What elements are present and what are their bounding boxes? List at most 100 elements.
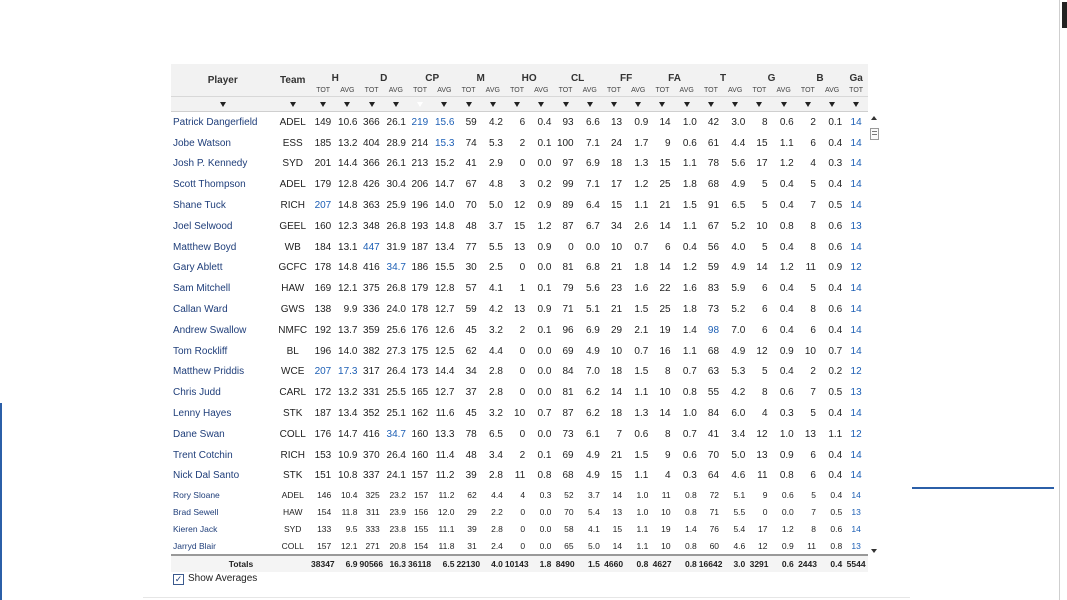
filter-arrow-icon[interactable] [465,101,472,107]
table-row[interactable]: Sam Mitchell HAW 169 12.1 375 26.8 179 12.8 57 4.… [171,278,868,299]
filter-arrow-icon[interactable] [368,101,375,107]
table-row[interactable]: Shane Tuck RICH 207 14.8 363 25.9 196 14.0 70 5.0… [171,195,868,216]
scroll-down-arrow-icon[interactable] [871,549,877,553]
vertical-scrollbar[interactable] [869,116,879,553]
col-header-m[interactable]: M [456,64,505,84]
filter-arrow-icon[interactable] [707,101,714,107]
filter-arrow-icon[interactable] [780,101,787,107]
table-row[interactable]: Kieren Jack SYD 133 9.5 333 23.8 155 11.1 39 2.8 0… [171,520,868,537]
col-header-g[interactable]: G [747,64,796,84]
filter-arrow-icon[interactable] [610,101,617,107]
table-row[interactable]: Patrick Dangerfield ADEL 149 10.6 366 26.1 219… [171,112,868,133]
table-row[interactable]: Matthew Boyd WB 184 13.1 447 31.9 187 13.4 77 5.5… [171,237,868,258]
column-filter[interactable] [626,96,651,112]
column-filter[interactable] [747,96,772,112]
column-filter[interactable] [553,96,578,112]
filter-arrow-icon[interactable] [659,101,666,107]
table-row[interactable]: Andrew Swallow NMFC 192 13.7 359 25.6 176 12.6 4… [171,320,868,341]
table-row[interactable]: Jarryd Blair COLL 157 12.1 271 20.8 154 11.8 31 2… [171,537,868,555]
filter-arrow-icon[interactable] [853,101,860,107]
filter-arrow-icon[interactable] [289,101,296,107]
column-filter[interactable] [577,96,602,112]
player-name-link[interactable]: Chris Judd [173,387,221,399]
col-header-b[interactable]: B [795,64,845,84]
scroll-grip-icon[interactable] [870,128,879,140]
column-filter[interactable] [480,96,505,112]
player-name-link[interactable]: Gary Ablett [173,262,223,274]
player-name-link[interactable]: Brad Sewell [173,506,219,517]
table-row[interactable]: Lenny Hayes STK 187 13.4 352 25.1 162 11.6 45 3.2… [171,403,868,424]
player-name-link[interactable]: Callan Ward [173,304,228,316]
table-row[interactable]: Nick Dal Santo STK 151 10.8 337 24.1 157 11.2 39… [171,466,868,487]
player-name-link[interactable]: Nick Dal Santo [173,470,240,482]
column-filter[interactable] [650,96,675,112]
player-name-link[interactable]: Patrick Dangerfield [173,116,258,128]
filter-arrow-icon[interactable] [586,101,593,107]
col-header-cl[interactable]: CL [553,64,602,84]
filter-arrow-icon[interactable] [489,101,496,107]
filter-arrow-icon[interactable] [514,101,521,107]
table-row[interactable]: Chris Judd CARL 172 13.2 331 25.5 165 12.7 37 2.8… [171,382,868,403]
filter-arrow-icon[interactable] [320,101,327,107]
table-row[interactable]: Brad Sewell HAW 154 11.8 311 23.9 156 12.0 29 2.2… [171,503,868,520]
player-name-link[interactable]: Kieren Jack [173,523,218,534]
filter-arrow-icon[interactable] [219,101,226,107]
table-row[interactable]: Jobe Watson ESS 185 13.2 404 28.9 214 15.3 74 5.3… [171,133,868,154]
column-filter[interactable] [529,96,554,112]
column-filter[interactable] [335,96,360,112]
player-name-link[interactable]: Rory Sloane [173,489,220,500]
filter-arrow-icon[interactable] [538,101,545,107]
column-filter[interactable] [274,96,312,112]
column-filter[interactable] [601,96,627,112]
filter-arrow-icon[interactable] [635,101,642,107]
column-filter[interactable] [456,96,481,112]
col-header-h[interactable]: H [311,64,360,84]
table-row[interactable]: Rory Sloane ADEL 146 10.4 325 23.2 157 11.2 62 4.… [171,486,868,503]
column-filter[interactable] [723,96,748,112]
filter-arrow-icon[interactable] [344,101,351,107]
player-name-link[interactable]: Matthew Boyd [173,241,237,253]
player-name-link[interactable]: Dane Swan [173,428,225,440]
table-row[interactable]: Scott Thompson ADEL 179 12.8 426 30.4 206 14.7 6… [171,174,868,195]
col-header-cp[interactable]: CP [407,64,457,84]
filter-arrow-icon[interactable] [804,101,811,107]
column-filter[interactable] [311,96,336,112]
col-header-team[interactable]: Team [274,64,312,97]
filter-arrow-icon[interactable] [441,101,448,107]
player-name-link[interactable]: Lenny Hayes [173,408,232,420]
player-name-link[interactable]: Shane Tuck [173,200,226,212]
column-filter[interactable] [819,96,845,112]
player-name-link[interactable]: Jobe Watson [173,137,231,149]
col-header-d[interactable]: D [359,64,408,84]
column-filter[interactable] [432,96,457,112]
filter-arrow-icon[interactable] [562,101,569,107]
filter-arrow-icon[interactable] [392,101,399,107]
column-filter[interactable] [771,96,796,112]
filter-arrow-icon[interactable] [732,101,739,107]
column-filter[interactable] [407,96,433,112]
col-header-ga[interactable]: Ga [844,64,868,84]
player-name-link[interactable]: Joel Selwood [173,220,233,232]
table-row[interactable]: Gary Ablett GCFC 178 14.8 416 34.7 186 15.5 30 2.… [171,258,868,279]
table-row[interactable]: Trent Cotchin RICH 153 10.9 370 26.4 160 11.4 48… [171,445,868,466]
column-filter[interactable] [698,96,724,112]
player-name-link[interactable]: Matthew Priddis [173,366,245,378]
show-averages-toggle[interactable]: ✓ Show Averages [173,573,257,587]
player-name-link[interactable]: Sam Mitchell [173,283,231,295]
table-row[interactable]: Callan Ward GWS 138 9.9 336 24.0 178 12.7 59 4.2 1… [171,299,868,320]
filter-arrow-icon[interactable] [417,101,424,107]
table-row[interactable]: Tom Rockliff BL 196 14.0 382 27.3 175 12.5 62 4.4… [171,341,868,362]
filter-arrow-icon[interactable] [756,101,763,107]
table-row[interactable]: Josh P. Kennedy SYD 201 14.4 366 26.1 213 15.2 4… [171,154,868,175]
column-filter[interactable] [844,96,868,112]
column-filter[interactable] [383,96,408,112]
scroll-up-arrow-icon[interactable] [871,116,877,120]
filter-arrow-icon[interactable] [683,101,690,107]
table-row[interactable]: Matthew Priddis WCE 207 17.3 317 26.4 173 14.4 3… [171,362,868,383]
player-name-link[interactable]: Tom Rockliff [173,345,228,357]
player-name-link[interactable]: Trent Cotchin [173,449,233,461]
col-header-ho[interactable]: HO [504,64,554,84]
player-name-link[interactable]: Andrew Swallow [173,324,247,336]
player-name-link[interactable]: Josh P. Kennedy [173,158,248,170]
column-filter[interactable] [795,96,820,112]
